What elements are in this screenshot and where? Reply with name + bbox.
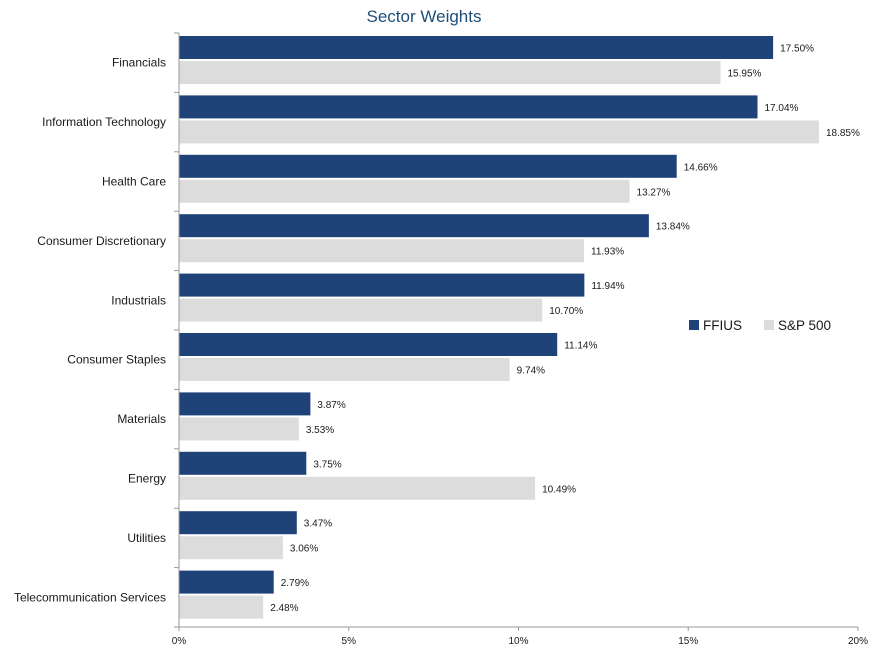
bar-ffius-consumer-staples [179, 333, 558, 356]
value-label-ffius-information-technology: 17.04% [765, 103, 799, 114]
x-tick-label-20: 20% [848, 636, 868, 647]
category-label-information-technology: Information Technology [42, 115, 166, 129]
bar-sandp-500-telecommunication-services [179, 595, 264, 619]
bar-sandp-500-utilities [179, 536, 283, 560]
value-label-ffius-financials: 17.50% [780, 44, 814, 55]
bar-ffius-industrials [179, 273, 585, 297]
category-label-industrials: Industrials [111, 293, 166, 307]
chart-title: Sector Weights [367, 7, 482, 26]
value-label-ffius-telecommunication-services: 2.79% [281, 578, 309, 589]
x-tick-label-15: 15% [678, 636, 698, 647]
value-label-ffius-consumer-discretionary: 13.84% [656, 222, 690, 233]
value-labels: 17.50% 15.95% 17.04% 18.85% 14.66% 13.27% 13.8… [270, 44, 860, 615]
value-label-sandp-500-financials: 15.95% [728, 69, 762, 80]
legend: FFIUS S&P 500 [689, 318, 831, 333]
value-label-sandp-500-information-technology: 18.85% [826, 128, 860, 139]
bar-ffius-energy [179, 451, 307, 475]
category-label-consumer-staples: Consumer Staples [67, 353, 166, 367]
bars [179, 36, 819, 619]
bar-ffius-consumer-discretionary [179, 214, 649, 238]
bar-sandp-500-materials [179, 417, 299, 441]
category-label-materials: Materials [117, 412, 166, 426]
bar-ffius-financials [179, 36, 774, 59]
category-label-financials: Financials [112, 56, 166, 70]
value-label-sandp-500-materials: 3.53% [306, 425, 334, 436]
value-label-sandp-500-telecommunication-services: 2.48% [270, 603, 298, 614]
category-label-health-care: Health Care [102, 175, 166, 189]
category-label-energy: Energy [128, 472, 166, 486]
value-label-ffius-health-care: 14.66% [684, 162, 718, 173]
value-label-sandp-500-utilities: 3.06% [290, 544, 318, 555]
value-label-sandp-500-consumer-staples: 9.74% [517, 366, 545, 377]
value-label-sandp-500-industrials: 10.70% [549, 306, 583, 317]
category-labels: Financials Information Technology Health C… [14, 56, 166, 605]
value-label-ffius-utilities: 3.47% [304, 519, 332, 530]
legend-swatch-ffius [689, 320, 699, 330]
bar-ffius-utilities [179, 511, 297, 535]
value-label-sandp-500-health-care: 13.27% [637, 187, 671, 198]
category-label-consumer-discretionary: Consumer Discretionary [37, 234, 166, 248]
bar-ffius-materials [179, 392, 311, 416]
bar-sandp-500-consumer-discretionary [179, 239, 585, 263]
legend-label-ffius: FFIUS [703, 318, 742, 333]
x-tick-label-10: 10% [508, 636, 528, 647]
value-label-sandp-500-consumer-discretionary: 11.93% [591, 247, 624, 258]
value-label-ffius-energy: 3.75% [313, 459, 341, 470]
category-separators [174, 32, 179, 628]
bar-ffius-health-care [179, 154, 677, 178]
bar-sandp-500-industrials [179, 298, 543, 322]
x-axis-ticks: 0% 5% 10% 15% 20% [172, 627, 868, 647]
value-label-ffius-industrials: 11.94% [591, 281, 624, 292]
bar-sandp-500-energy [179, 476, 536, 500]
category-label-utilities: Utilities [127, 531, 166, 545]
bar-sandp-500-financials [179, 61, 721, 84]
x-tick-label-5: 5% [342, 636, 357, 647]
bar-sandp-500-consumer-staples [179, 358, 510, 381]
bar-sandp-500-information-technology [179, 120, 819, 144]
legend-swatch-sandp-500 [764, 320, 774, 330]
value-label-sandp-500-energy: 10.49% [542, 484, 576, 495]
bar-ffius-telecommunication-services [179, 570, 274, 594]
value-label-ffius-consumer-staples: 11.14% [564, 341, 597, 352]
x-tick-label-0: 0% [172, 636, 187, 647]
bar-sandp-500-health-care [179, 179, 630, 203]
value-label-ffius-materials: 3.87% [317, 400, 345, 411]
legend-label-sandp-500: S&P 500 [778, 318, 831, 333]
bar-ffius-information-technology [179, 95, 758, 119]
category-label-telecommunication-services: Telecommunication Services [14, 590, 166, 604]
